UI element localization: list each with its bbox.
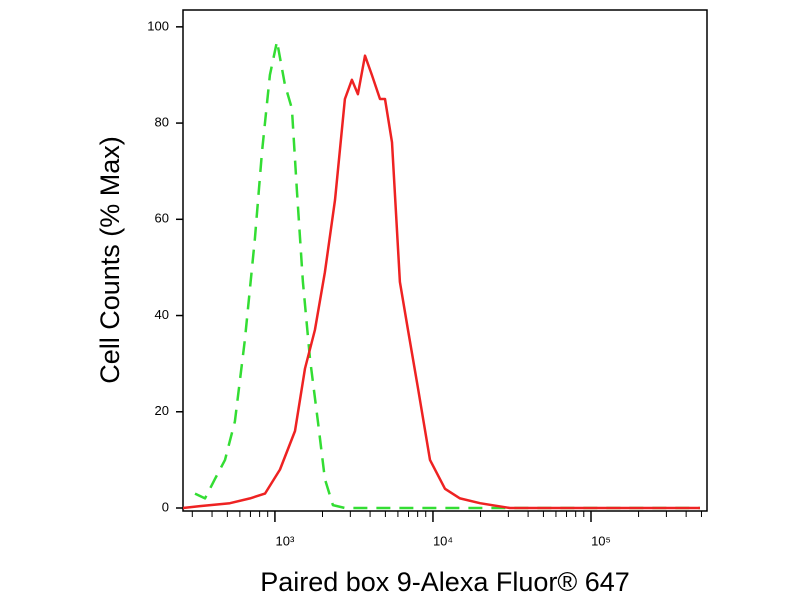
y-tick-label: 60 [155, 211, 169, 226]
x-axis-label: Paired box 9-Alexa Fluor® 647 [260, 567, 630, 597]
x-tick-label: 10⁵ [591, 533, 611, 548]
y-tick-label: 0 [162, 499, 169, 514]
series-line [194, 40, 700, 510]
y-tick-label: 20 [155, 403, 169, 418]
series-line [182, 54, 700, 510]
x-tick-label: 10⁴ [433, 533, 453, 548]
y-tick-label: 80 [155, 115, 169, 130]
y-tick-label: 40 [155, 307, 169, 322]
x-tick-label: 10³ [276, 533, 295, 548]
y-tick-label: 100 [147, 18, 169, 33]
plot-frame [182, 9, 708, 512]
y-axis-label: Cell Counts (% Max) [95, 136, 125, 384]
